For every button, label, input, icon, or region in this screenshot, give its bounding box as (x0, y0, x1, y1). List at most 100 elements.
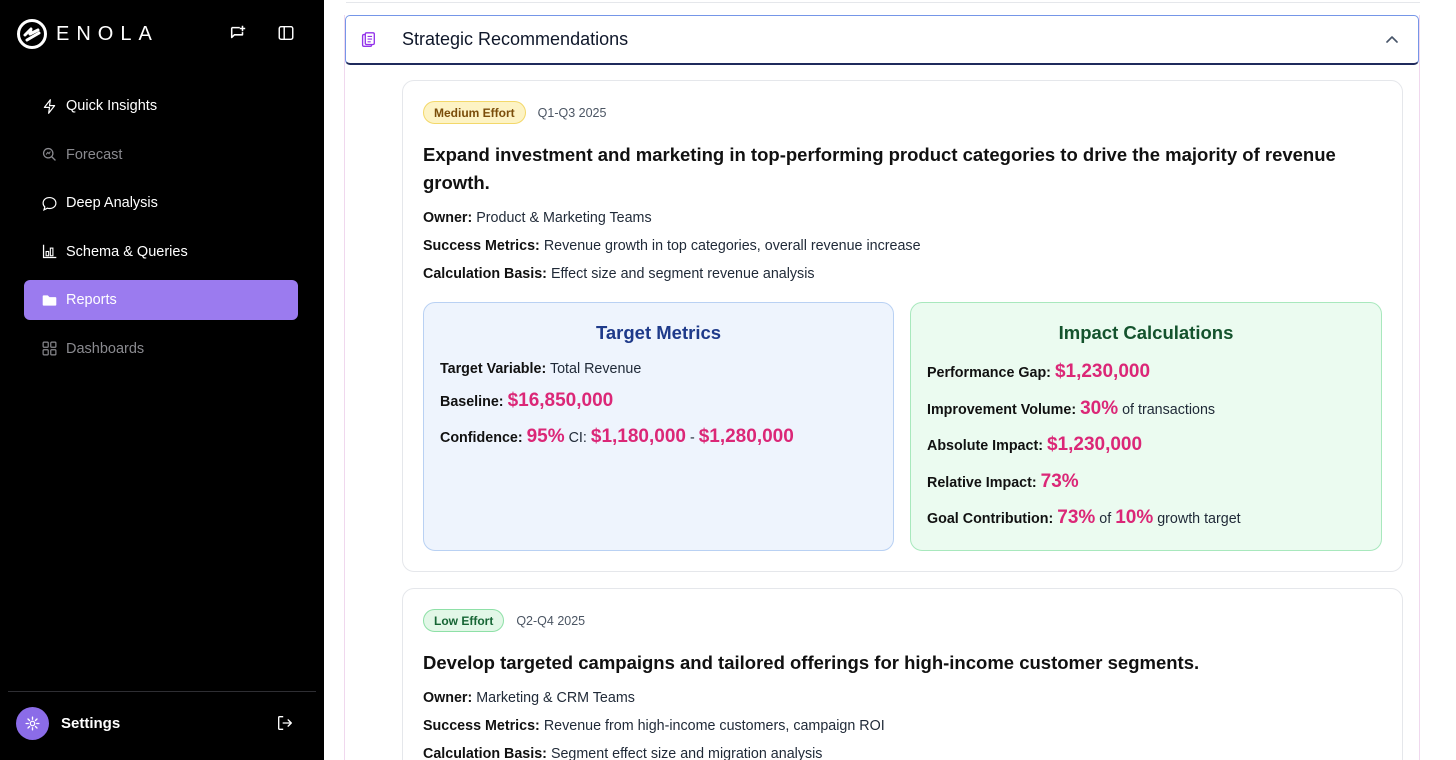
relative-impact-label: Relative Impact: (927, 475, 1037, 491)
sidebar-item-label: Quick Insights (66, 98, 158, 114)
enola-logo-icon (16, 18, 48, 50)
tag-row: Low Effort Q2-Q4 2025 (423, 609, 585, 632)
impact-calculations-box: Impact Calculations Performance Gap: $1,… (910, 302, 1382, 551)
sidebar-item-dashboards[interactable]: Dashboards (24, 329, 298, 369)
improvement-volume-value: 30% (1080, 398, 1119, 419)
baseline-line: Baseline: $16,850,000 (440, 390, 613, 412)
absolute-impact-value: $1,230,000 (1046, 434, 1143, 455)
success-metrics-label: Success Metrics: (423, 718, 540, 734)
target-variable-line: Target Variable: Total Revenue (440, 361, 641, 377)
recommendation-title: Develop targeted campaigns and tailored … (423, 652, 1200, 673)
brand-name: ENOLA (56, 22, 159, 45)
sidebar-item-reports[interactable]: Reports (24, 280, 298, 321)
divider (346, 0, 1420, 3)
target-metrics-box: Target Metrics Target Variable: Total Re… (423, 302, 894, 551)
owner-line: Owner: Marketing & CRM Teams (423, 690, 635, 706)
settings-label[interactable]: Settings (61, 714, 121, 732)
folder-icon (40, 291, 58, 309)
relative-impact-line: Relative Impact: 73% (927, 471, 1079, 493)
target-variable-value: Total Revenue (549, 361, 642, 377)
owner-value: Marketing & CRM Teams (476, 690, 635, 706)
sidebar-item-label: Forecast (66, 146, 123, 163)
main-content: Strategic Recommendations Medium Effort … (324, 0, 1456, 760)
absolute-impact-label: Absolute Impact: (927, 438, 1043, 454)
success-metrics-label: Success Metrics: (423, 238, 540, 254)
timeline: Q1-Q3 2025 (537, 105, 607, 120)
grid-icon (40, 340, 58, 358)
effort-badge: Medium Effort (423, 101, 526, 124)
confidence-line: Confidence: 95% CI: $1,180,000 - $1,280,… (440, 426, 794, 448)
sidebar-divider (8, 691, 316, 692)
ci-separator: - (689, 430, 695, 446)
lightning-icon (40, 97, 58, 115)
goal-contribution-line: Goal Contribution: 73% of 10% growth tar… (927, 507, 1241, 529)
strategic-recommendations-header[interactable]: Strategic Recommendations (345, 15, 1419, 65)
success-metrics-line: Success Metrics: Revenue from high-incom… (423, 718, 885, 734)
absolute-impact-line: Absolute Impact: $1,230,000 (927, 434, 1142, 456)
confidence-label: Confidence: (440, 430, 523, 446)
sidebar-item-label: Dashboards (66, 340, 145, 357)
gear-icon (25, 715, 40, 731)
performance-gap-line: Performance Gap: $1,230,000 (927, 361, 1150, 383)
chevron-up-icon[interactable] (1384, 32, 1400, 48)
recommendation-title: Expand investment and marketing in top-p… (423, 144, 1336, 193)
performance-gap-value: $1,230,000 (1054, 361, 1151, 382)
improvement-volume-suffix: of transactions (1122, 402, 1216, 418)
sidebar-item-forecast[interactable]: Forecast (24, 135, 298, 175)
target-metrics-title: Target Metrics (595, 322, 722, 343)
settings-row[interactable]: Settings (16, 706, 298, 740)
success-metrics-value: Revenue from high-income customers, camp… (543, 718, 885, 734)
success-metrics-value: Revenue growth in top categories, overal… (543, 238, 921, 254)
relative-impact-value: 73% (1040, 471, 1079, 492)
settings-avatar[interactable] (16, 706, 49, 740)
calculation-basis-value: Segment effect size and migration analys… (550, 746, 823, 760)
calculation-basis-value: Effect size and segment revenue analysis (550, 266, 815, 282)
goal-contribution-of: of (1099, 511, 1112, 527)
performance-gap-label: Performance Gap: (927, 365, 1051, 381)
recommendation-card: Low Effort Q2-Q4 2025 Develop targeted c… (402, 588, 1403, 760)
target-variable-label: Target Variable: (440, 361, 547, 377)
section-body (344, 15, 1420, 760)
new-chat-icon[interactable] (227, 22, 249, 44)
goal-contribution-suffix: growth target (1157, 511, 1241, 527)
chat-bubble-icon (40, 194, 58, 212)
sidebar-item-label: Deep Analysis (66, 195, 158, 212)
tag-row: Medium Effort Q1-Q3 2025 (423, 101, 606, 124)
ci-high: $1,280,000 (698, 426, 794, 447)
sidebar: ENOLA Quick Insights Forecast Deep Analy… (0, 0, 324, 760)
ci-low: $1,180,000 (590, 426, 686, 447)
effort-badge: Low Effort (423, 609, 505, 632)
sidebar-item-label: Reports (66, 292, 117, 309)
search-chart-icon (40, 146, 58, 164)
goal-contribution-label: Goal Contribution: (927, 511, 1054, 527)
calculation-basis-label: Calculation Basis: (423, 266, 547, 282)
section-title: Strategic Recommendations (402, 29, 629, 49)
baseline-value: $16,850,000 (507, 390, 614, 411)
owner-value: Product & Marketing Teams (476, 210, 652, 226)
calculation-basis-label: Calculation Basis: (423, 746, 547, 760)
owner-label: Owner: (423, 690, 473, 706)
logout-icon[interactable] (276, 714, 294, 732)
recommendation-card: Medium Effort Q1-Q3 2025 Expand investme… (402, 80, 1403, 572)
improvement-volume-label: Improvement Volume: (927, 402, 1077, 418)
goal-contribution-value: 73% (1057, 507, 1096, 528)
success-metrics-line: Success Metrics: Revenue growth in top c… (423, 238, 921, 254)
brand[interactable]: ENOLA (16, 18, 159, 50)
improvement-volume-line: Improvement Volume: 30% of transactions (927, 398, 1215, 420)
baseline-label: Baseline: (440, 394, 504, 410)
goal-target-value: 10% (1115, 507, 1154, 528)
confidence-value: 95% (526, 426, 565, 447)
toggle-sidebar-icon[interactable] (275, 22, 297, 44)
calculation-basis-line: Calculation Basis: Effect size and segme… (423, 266, 815, 282)
ci-label: CI: (568, 430, 587, 446)
calculation-basis-line: Calculation Basis: Segment effect size a… (423, 746, 822, 760)
owner-label: Owner: (423, 210, 473, 226)
sidebar-item-label: Schema & Queries (66, 243, 188, 260)
sidebar-item-deep-analysis[interactable]: Deep Analysis (24, 183, 298, 223)
sidebar-item-schema-queries[interactable]: Schema & Queries (24, 232, 298, 272)
timeline: Q2-Q4 2025 (516, 613, 586, 628)
sidebar-item-quick-insights[interactable]: Quick Insights (24, 86, 298, 126)
owner-line: Owner: Product & Marketing Teams (423, 210, 652, 226)
clipboard-icon (358, 30, 378, 50)
impact-calculations-title: Impact Calculations (1058, 322, 1234, 343)
